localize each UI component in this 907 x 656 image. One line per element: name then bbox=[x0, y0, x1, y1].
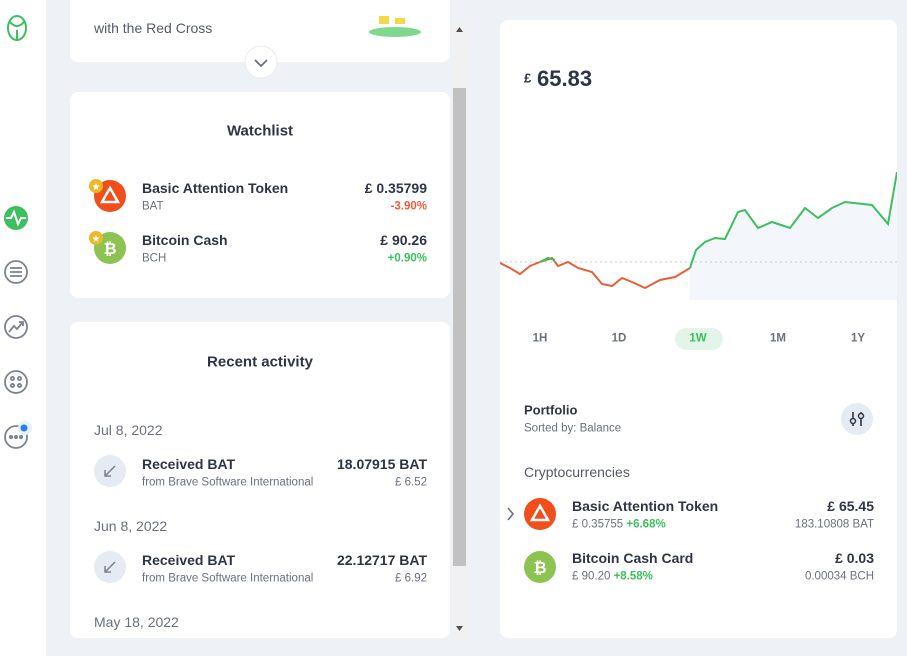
chart-line-up bbox=[539, 171, 897, 269]
chart-line-down bbox=[500, 261, 541, 276]
activity-fiat: £ 6.52 bbox=[395, 476, 427, 489]
star-badge: ★ bbox=[89, 179, 103, 193]
activity-date: Jul 8, 2022 bbox=[94, 422, 163, 438]
sidebar bbox=[0, 0, 46, 656]
expand-button[interactable] bbox=[243, 44, 279, 80]
balance-amount: 65.83 bbox=[537, 66, 593, 91]
holding-amount: 183.10808 BAT bbox=[794, 518, 874, 531]
asset-name[interactable]: Bitcoin Cash bbox=[142, 232, 228, 248]
promo-illustration bbox=[369, 16, 421, 37]
timeframe[interactable]: 1M bbox=[770, 332, 786, 345]
chart-line-down bbox=[539, 256, 691, 290]
holding-change: +6.68% bbox=[626, 518, 666, 531]
activity-fiat: £ 6.92 bbox=[395, 572, 427, 585]
holding-amount: 0.00034 BCH bbox=[804, 570, 874, 583]
activity-source: from Brave Software International bbox=[142, 476, 314, 489]
watchlist-title: Watchlist bbox=[226, 122, 294, 140]
receive-icon bbox=[94, 551, 126, 583]
balance-currency: £ bbox=[524, 70, 532, 86]
receive-icon bbox=[94, 455, 126, 487]
timeframe[interactable]: 1D bbox=[611, 332, 627, 345]
logo[interactable] bbox=[7, 15, 27, 41]
svg-text:★: ★ bbox=[92, 182, 101, 193]
svg-text:₿: ₿ bbox=[103, 240, 116, 258]
holding-value: £ 0.03 bbox=[835, 550, 874, 566]
watchlist-icons: ★ ₿ ★ bbox=[89, 179, 126, 264]
bat-icon bbox=[524, 498, 556, 530]
section-title: Cryptocurrencies bbox=[524, 464, 630, 480]
holding-name[interactable]: Bitcoin Cash Card bbox=[572, 550, 694, 566]
timeframe[interactable]: 1H bbox=[532, 332, 548, 345]
portfolio-title: Portfolio bbox=[524, 402, 578, 418]
holding-price-value: £ 0.35755 bbox=[572, 518, 624, 531]
holding-price-value: £ 90.20 bbox=[572, 570, 611, 583]
activity-amount: 22.12717 BAT bbox=[336, 552, 427, 568]
nav-apps[interactable] bbox=[4, 370, 28, 394]
activity-card bbox=[70, 322, 450, 638]
expand-chevron[interactable] bbox=[507, 507, 515, 521]
holding-change: +8.58% bbox=[613, 570, 653, 583]
asset-ticker: BCH bbox=[142, 252, 167, 265]
portfolio-sort: Sorted by: Balance bbox=[524, 422, 622, 435]
svg-text:₿: ₿ bbox=[533, 559, 546, 577]
sidebar-icons bbox=[4, 15, 32, 449]
watchlist-card bbox=[70, 92, 450, 298]
filter-button[interactable] bbox=[840, 402, 874, 436]
timeframe-active[interactable]: 1W bbox=[689, 332, 707, 345]
activity-source: from Brave Software International bbox=[142, 572, 314, 585]
bch-icon: ₿ bbox=[524, 551, 556, 583]
asset-name[interactable]: Basic Attention Token bbox=[142, 180, 289, 196]
timeframe[interactable]: 1Y bbox=[850, 332, 866, 345]
star-badge: ★ bbox=[89, 231, 103, 245]
timeframe-active-bg bbox=[675, 328, 723, 350]
holding-icons: ₿ bbox=[507, 498, 556, 583]
holding-price: £ 0.35755 +6.68% bbox=[572, 519, 666, 531]
price-chart bbox=[500, 171, 897, 300]
nav-list[interactable] bbox=[4, 260, 28, 284]
holding-price: £ 90.20 +8.58% bbox=[572, 571, 653, 583]
nav-trend[interactable] bbox=[4, 315, 28, 339]
activity-type[interactable]: Received BAT bbox=[142, 456, 236, 472]
asset-price: £ 90.26 bbox=[380, 232, 427, 248]
promo-text: with the Red Cross bbox=[94, 20, 213, 36]
activity-title: Recent activity bbox=[207, 353, 313, 371]
asset-price: £ 0.35799 bbox=[364, 180, 427, 196]
svg-text:★: ★ bbox=[92, 234, 101, 245]
holding-name[interactable]: Basic Attention Token bbox=[572, 498, 719, 514]
nav-activity[interactable] bbox=[4, 206, 28, 230]
activity-date: Jun 8, 2022 bbox=[94, 518, 168, 534]
holding-value: £ 65.45 bbox=[827, 498, 874, 514]
asset-change: -3.90% bbox=[390, 200, 427, 213]
activity-date: May 18, 2022 bbox=[94, 614, 179, 630]
activity-amount: 18.07915 BAT bbox=[336, 456, 427, 472]
scrollbar[interactable] bbox=[452, 20, 467, 640]
activity-type[interactable]: Received BAT bbox=[142, 552, 236, 568]
asset-ticker: BAT bbox=[142, 200, 164, 213]
notification-dot bbox=[20, 424, 28, 432]
nav-more[interactable] bbox=[4, 425, 28, 449]
asset-change: +0.90% bbox=[387, 252, 427, 265]
